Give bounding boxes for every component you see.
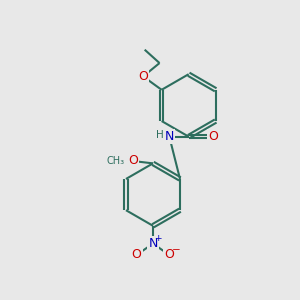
Text: O: O <box>132 248 142 261</box>
Text: O: O <box>208 130 218 143</box>
Text: CH₃: CH₃ <box>106 156 124 166</box>
Text: +: + <box>154 234 162 243</box>
Text: N: N <box>165 130 174 143</box>
Text: −: − <box>172 244 180 255</box>
Text: O: O <box>164 248 174 261</box>
Text: N: N <box>148 237 158 250</box>
Text: O: O <box>128 154 138 167</box>
Text: O: O <box>138 70 148 83</box>
Text: H: H <box>156 130 164 140</box>
